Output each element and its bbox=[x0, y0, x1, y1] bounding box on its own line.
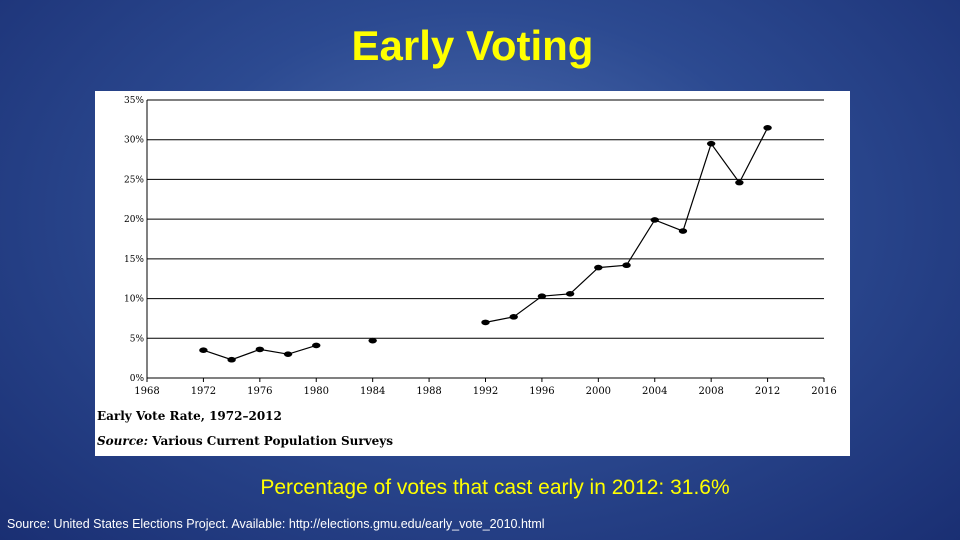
chart-source-text: Various Current Population Surveys bbox=[152, 434, 394, 448]
data-point bbox=[735, 179, 744, 186]
y-tick-label: 15% bbox=[124, 255, 144, 265]
data-point bbox=[312, 342, 321, 349]
slide-title: Early Voting bbox=[351, 22, 594, 69]
y-tick-label: 20% bbox=[124, 215, 144, 225]
chart-title: Early Vote Rate, 1972–2012 bbox=[97, 409, 282, 423]
y-tick-label: 35% bbox=[124, 96, 144, 106]
x-tick-label: 1996 bbox=[529, 386, 554, 397]
chart-source: Source: Various Current Population Surve… bbox=[97, 434, 393, 448]
x-tick-label: 1972 bbox=[191, 386, 216, 397]
series-line bbox=[485, 127, 769, 323]
data-point bbox=[622, 262, 631, 269]
x-tick-label: 1984 bbox=[360, 386, 385, 397]
footer-source: Source: United States Elections Project.… bbox=[7, 517, 545, 531]
data-point bbox=[368, 337, 377, 344]
y-tick-label: 10% bbox=[124, 295, 144, 305]
data-point bbox=[565, 291, 575, 297]
x-tick-label: 2012 bbox=[755, 386, 780, 397]
early-vote-line-chart: 0% 5% 10% 15% 20% 25% 30% 35% 1968 1972 1976 1980 19… bbox=[124, 96, 837, 397]
x-tick-label: 2008 bbox=[698, 386, 723, 397]
data-point bbox=[227, 356, 236, 363]
data-point bbox=[763, 125, 772, 131]
data-point bbox=[594, 264, 603, 271]
early-vote-stat: Percentage of votes that cast early in 2… bbox=[260, 476, 730, 499]
x-tick-label: 1980 bbox=[304, 386, 329, 397]
y-tick-label: 0% bbox=[130, 374, 145, 384]
data-point bbox=[283, 351, 293, 357]
x-tick-label: 1988 bbox=[416, 386, 441, 397]
y-tick-label: 5% bbox=[130, 334, 145, 344]
chart-source-label: Source: bbox=[97, 434, 149, 448]
y-tick-label: 25% bbox=[124, 175, 144, 185]
data-point bbox=[199, 347, 208, 354]
data-point bbox=[509, 314, 518, 320]
x-tick-label: 2000 bbox=[586, 386, 611, 397]
y-tick-label: 30% bbox=[124, 136, 144, 146]
data-point bbox=[650, 217, 659, 223]
x-tick-label: 1992 bbox=[473, 386, 498, 397]
x-tick-label: 1976 bbox=[247, 386, 272, 397]
data-point bbox=[255, 346, 265, 353]
chart-panel: 0% 5% 10% 15% 20% 25% 30% 35% 1968 1972 1976 1980 19… bbox=[95, 91, 850, 456]
data-point bbox=[537, 293, 547, 299]
data-point bbox=[706, 140, 716, 147]
data-point bbox=[678, 228, 688, 234]
x-tick-label: 2004 bbox=[642, 386, 667, 397]
x-tick-label: 1968 bbox=[134, 386, 159, 397]
data-point bbox=[481, 319, 490, 326]
x-tick-label: 2016 bbox=[811, 386, 836, 397]
